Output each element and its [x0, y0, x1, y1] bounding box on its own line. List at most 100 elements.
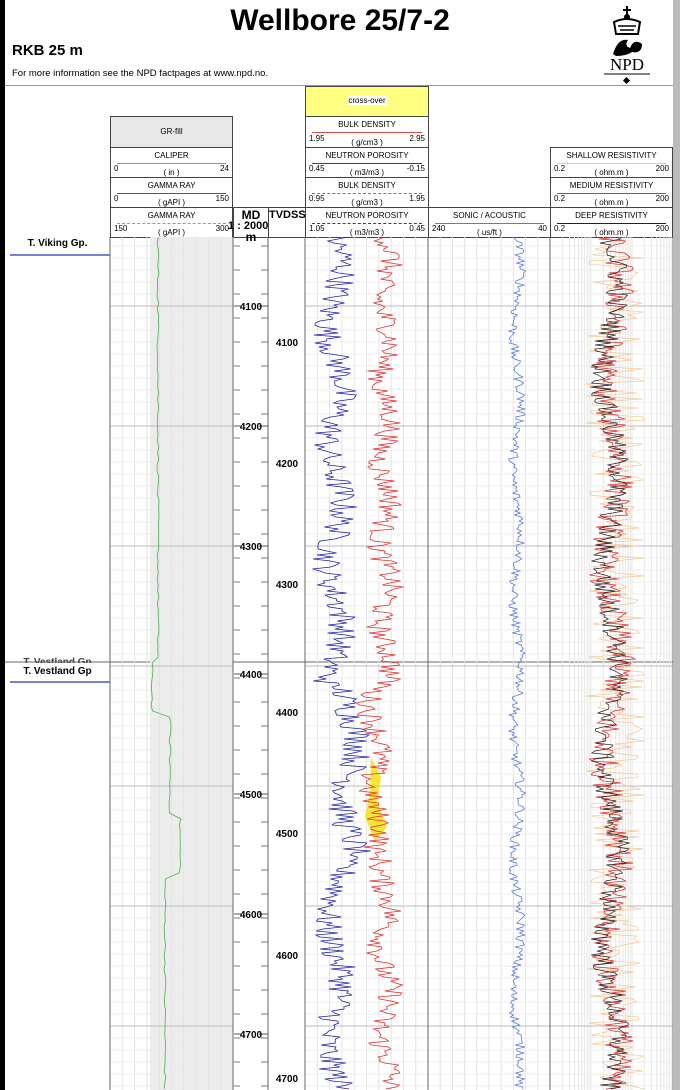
formation-viking: T. Viking Gp.: [27, 238, 88, 249]
tvdss-depth-label: 4400: [276, 708, 299, 719]
md-depth-label: 4300: [240, 542, 263, 553]
sonic-curve: [507, 237, 527, 1090]
bulk-density-header: BULK DENSITY 1.95 ( g/cm3 ) 2.95: [305, 116, 429, 148]
svg-text:NPD: NPD: [610, 55, 644, 74]
curve-name: MEDIUM RESISTIVITY: [569, 181, 654, 190]
md-depth-label: 4100: [240, 302, 263, 313]
scale-min: 0: [114, 164, 119, 173]
curve-unit: ( g/cm3 ): [351, 138, 383, 147]
page-title: Wellbore 25/7-2: [230, 4, 450, 37]
tvdss-depth-label: 4100: [276, 338, 299, 349]
md-unit: m: [245, 230, 257, 244]
well-log-plot: 4100 4200 4300 4400 4500 4600 4700 4100 4200 4300…: [5, 237, 673, 1090]
scale-min: 0.2: [554, 224, 566, 233]
gamma-ray-2-header: GAMMA RAY 150 ( gAPI ) 300: [110, 207, 233, 238]
scale-min: 150: [114, 224, 128, 233]
scale-min: 1.95: [309, 134, 325, 143]
md-depth-label: 4400: [240, 670, 263, 681]
scale-max: 300: [215, 224, 229, 233]
scale-min: 0: [114, 194, 119, 203]
scale-min: 240: [432, 224, 446, 233]
scale-max: 150: [215, 194, 229, 203]
tvdss-header: TVDSS: [268, 207, 306, 238]
caliper-curve: [150, 237, 182, 1090]
scale-min: 0.2: [554, 194, 566, 203]
deep-resistivity-curve: [590, 237, 630, 1090]
neutron-porosity-header: NEUTRON POROSITY 0.45 ( m3/m3 ) -0.15: [305, 147, 429, 178]
curve-name: GAMMA RAY: [147, 181, 196, 190]
curve-unit: ( ohm.m ): [594, 168, 629, 177]
curve-name: DEEP RESISTIVITY: [575, 211, 648, 220]
gr-fill-label: GR-fill: [160, 127, 183, 136]
scale-max: 200: [655, 194, 669, 203]
scale-max: 40: [538, 224, 547, 233]
curve-name: CALIPER: [154, 151, 189, 160]
crossover-label: cross-over: [347, 96, 387, 105]
scale-min: 1.05: [309, 224, 325, 233]
page-border-left: [0, 0, 5, 1090]
scale-max: 0.45: [409, 224, 425, 233]
medium-resistivity-header: MEDIUM RESISTIVITY 0.2 ( ohm.m ) 200: [550, 177, 673, 208]
crossover-fill: [365, 757, 387, 842]
deep-resistivity-header: DEEP RESISTIVITY 0.2 ( ohm.m ) 200: [550, 207, 673, 238]
bulk-density-curve: [355, 237, 404, 1090]
curve-name: GAMMA RAY: [147, 211, 196, 220]
curve-unit: ( us/ft ): [477, 228, 502, 237]
md-depth-label: 4500: [240, 790, 263, 801]
curve-unit: ( m3/m3 ): [349, 228, 385, 237]
curve-unit: ( m3/m3 ): [349, 168, 385, 177]
tvdss-title: TVDSS: [269, 209, 306, 221]
curve-name: NEUTRON POROSITY: [325, 211, 409, 220]
curve-name: NEUTRON POROSITY: [325, 151, 409, 160]
sonic-header: SONIC / ACOUSTIC 240 ( us/ft ) 40: [428, 207, 551, 238]
rkb-label: RKB 25 m: [12, 42, 83, 59]
curve-name: BULK DENSITY: [338, 181, 396, 190]
info-text: For more information see the NPD factpag…: [12, 68, 269, 79]
medium-resistivity-curve: [588, 237, 637, 1090]
formation-vestland-faded: T. Vestland Gp: [23, 657, 92, 663]
curve-unit: ( in ): [163, 168, 180, 177]
scale-max: 24: [220, 164, 229, 173]
scale-min: 0.2: [554, 164, 566, 173]
gr-fill-header: GR-fill: [110, 116, 233, 148]
tvdss-depth-label: 4500: [276, 829, 299, 840]
neutron-porosity-curve: [312, 237, 371, 1090]
tvdss-depth-label: 4200: [276, 459, 299, 470]
neutron-porosity-2-header: NEUTRON POROSITY 1.05 ( m3/m3 ) 0.45: [305, 207, 429, 238]
curve-name: SHALLOW RESISTIVITY: [566, 151, 657, 160]
md-depth-label: 4200: [240, 422, 263, 433]
curve-unit: ( ohm.m ): [594, 198, 629, 207]
shallow-resistivity-curve: [585, 237, 645, 1090]
scale-min: 0.45: [309, 164, 325, 173]
md-scale: 1 : 2000: [228, 220, 269, 232]
page-border-right: [673, 0, 680, 1090]
tvdss-depth-label: 4700: [276, 1074, 299, 1085]
crown-icon: NPD: [604, 6, 650, 85]
crossover-header: cross-over: [305, 86, 429, 117]
scale-max: 200: [655, 224, 669, 233]
gamma-ray-header: GAMMA RAY 0 ( gAPI ) 150: [110, 177, 233, 208]
scale-max: 2.95: [409, 134, 425, 143]
md-title: MD: [241, 208, 261, 222]
curve-name: SONIC / ACOUSTIC: [453, 211, 526, 220]
md-header: MD 1 : 2000 m: [228, 207, 269, 243]
scale-max: 200: [655, 164, 669, 173]
md-depth-label: 4700: [240, 1030, 263, 1041]
curve-unit: ( ohm.m ): [594, 228, 629, 237]
caliper-header: CALIPER 0 ( in ) 24: [110, 147, 233, 178]
formation-vestland: T. Vestland Gp: [23, 666, 92, 677]
header-divider: [5, 85, 673, 86]
curve-unit: ( gAPI ): [157, 198, 186, 207]
curve-name: BULK DENSITY: [338, 120, 396, 129]
md-depth-label: 4600: [240, 910, 263, 921]
curve-unit: ( gAPI ): [157, 228, 186, 237]
tvdss-depth-label: 4600: [276, 951, 299, 962]
scale-max: 1.95: [409, 194, 425, 203]
scale-min: 0.95: [309, 194, 325, 203]
gr-fill-area: [150, 237, 233, 1090]
bulk-density-2-header: BULK DENSITY 0.95 ( g/cm3 ) 1.95: [305, 177, 429, 208]
shallow-resistivity-header: SHALLOW RESISTIVITY 0.2 ( ohm.m ) 200: [550, 147, 673, 178]
scale-max: -0.15: [406, 164, 425, 173]
npd-logo: NPD: [596, 4, 658, 85]
tvdss-depth-label: 4300: [276, 580, 299, 591]
